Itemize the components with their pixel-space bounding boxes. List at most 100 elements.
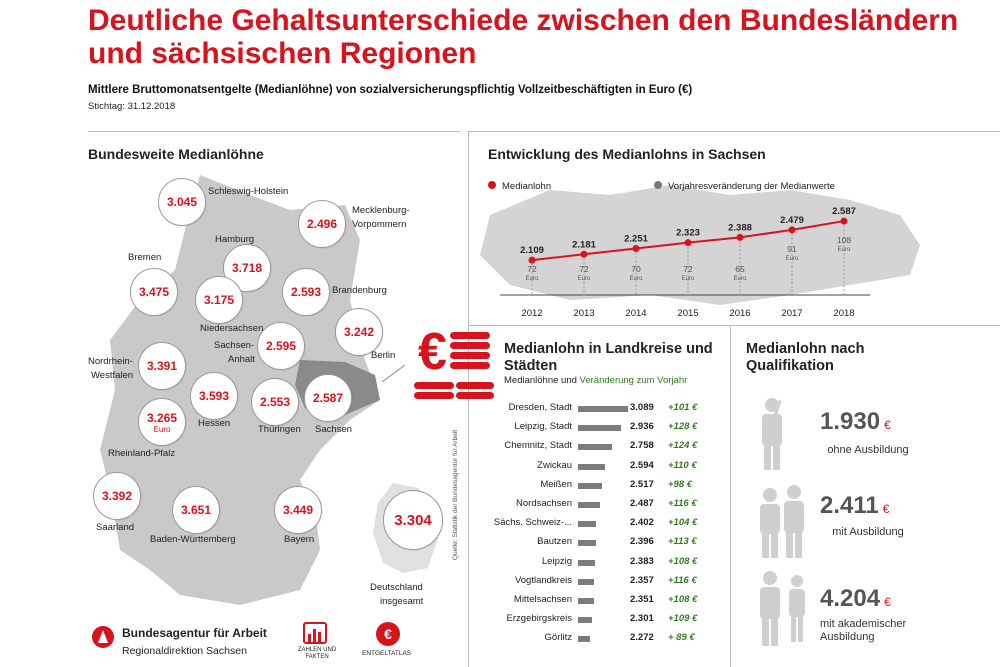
label-nrw-2: Westfalen [91,370,134,381]
ranking-bar [578,444,613,451]
data-label-medianlohn: 2.479 [780,215,804,226]
label-deutschland-2: insgesamt [380,596,424,607]
x-tick-label: 2017 [781,308,802,319]
ranking-bar [578,617,592,624]
ranking-change: +124 € [668,440,698,452]
qual-figures [760,398,805,646]
label-sachsen: Sachsen [315,424,352,435]
coin-icon [450,352,490,359]
ranking-row: Vogtlandkreis 2.357 +116 € [470,573,710,591]
ranking-value: 2.301 [630,613,654,625]
ranking-change: +108 € [668,594,698,605]
label-saarland: Saarland [96,522,135,533]
ranking-change: +116 € [668,498,697,509]
label-schleswig-holstein: Schleswig-Holstein [208,186,289,197]
data-label-medianlohn: 2.587 [832,206,856,217]
ranking-row: Erzgebirgskreis 2.301 +109 € [470,611,710,629]
ranking-bar [578,463,605,470]
ranking-label: Mittelsachsen [513,594,572,605]
ranking-change: +104 € [668,517,698,529]
ranking-bar [578,406,628,412]
ranking-value: 2.272 [630,632,654,644]
employees-icon [760,485,804,558]
ranking-label: Zwickau [537,459,572,471]
page-title: Deutliche Gehaltsunterschiede zwischen d… [88,4,959,70]
euro-coins-graphic: € [404,326,494,402]
map-pointer-line [381,364,406,383]
bubble-saarland: 3.392 [93,472,141,520]
bubble-bayern: 3.449 [274,486,322,534]
ranking-label: Leipzig [541,555,572,567]
bar-chart-subtitle-a: Medianlöhne und [504,375,577,386]
data-label-veraenderung: 108 [837,235,851,245]
ranking-change: +128 € [668,421,698,433]
ranking-bar [578,502,601,508]
point-medianlohn [580,250,588,258]
unit-label: Euro [526,276,539,282]
chart-icon [303,622,327,644]
ranking-change: +116 € [668,574,697,586]
unit-label: Euro [838,247,851,253]
divider [88,131,460,132]
worker-icon [762,398,782,470]
value-rheinland-pfalz: 3.265 [146,410,178,425]
value-bayern: 3.449 [282,503,314,517]
value-niedersachsen: 3.175 [203,293,235,307]
label-berlin: Berlin [371,350,396,361]
bubble-deutschland: 3.304 [383,490,443,550]
ranking-row: Mittelsachsen 2.351 +108 € [470,592,710,610]
bubble-mecklenburg: 2.496 [298,200,346,248]
entgeltatlas-label: ENTGELTATLAS [362,650,412,657]
ranking-label: Nordsachsen [516,498,572,509]
label-bayern: Bayern [284,534,315,545]
qual-value-akademisch: 4.204 € [820,585,891,613]
ba-logo-mark [98,630,108,643]
qual-value-mit-number: 2.411 [820,492,879,519]
ranking-row: Chemnitz, Stadt 2.758 +124 € [470,438,710,456]
ranking-row: Zwickau 2.594 +110 € [470,458,710,476]
qual-heading-1: Medianlohn nach [746,341,865,357]
ranking-label: Leipzig, Stadt [514,421,572,433]
data-label-veraenderung: 70 [631,264,641,274]
ranking-row: Leipzig 2.383 +108 € [470,554,710,572]
label-bremen: Bremen [128,252,162,263]
x-tick-label: 2013 [573,308,594,319]
point-medianlohn [632,245,640,253]
bubble-hessen: 3.593 [190,372,238,420]
bubble-sachsen: 2.587 [304,374,352,422]
coin-icon [456,392,494,399]
bubble-brandenburg: 2.593 [282,268,330,316]
page-subtitle: Mittlere Bruttomonatsentgelte (Medianlöh… [88,84,693,96]
divider [468,325,1000,326]
qual-heading: Medianlohn nach Qualifikation [746,341,864,375]
point-medianlohn [736,233,744,241]
euro-sign: € [884,418,891,432]
ranking-row: Meißen 2.517 +98 € [470,477,710,495]
ranking-bar [578,598,594,604]
ranking-value: 2.402 [630,517,654,529]
bar-chart-subtitle: Medianlöhne und Veränderung zum Vorjahr [504,375,687,386]
ranking-bar [578,540,596,547]
data-label-veraenderung: 72 [579,264,589,274]
coin-icon [456,382,494,389]
divider [468,131,469,667]
ranking-value: 2.351 [630,594,654,605]
value-hessen: 3.593 [198,389,230,403]
label-baden-wuerttemberg: Baden-Württemberg [150,534,236,545]
unit-label: Euro [630,276,643,282]
qual-label-akademisch-1: mit akademischer [820,618,907,630]
value-nrw: 3.391 [146,359,178,373]
data-label-veraenderung: 72 [527,264,537,274]
label-hessen: Hessen [198,418,231,429]
line-chart-title: Entwicklung des Medianlohns in Sachsen [488,146,766,162]
x-tick-label: 2018 [833,308,854,319]
ranking-bar [578,521,597,528]
coin-icon [450,362,490,369]
source-note: Quelle: Statistik der Bundesagentur für … [452,429,459,560]
x-tick-label: 2015 [677,308,698,319]
ranking-change: +109 € [668,613,698,625]
bubble-nrw: 3.391 [138,342,186,390]
data-label-medianlohn: 2.323 [676,228,700,239]
bubble-schleswig-holstein: 3.045 [158,178,206,226]
ranking-row: Görlitz 2.272 + 89 € [470,630,710,648]
